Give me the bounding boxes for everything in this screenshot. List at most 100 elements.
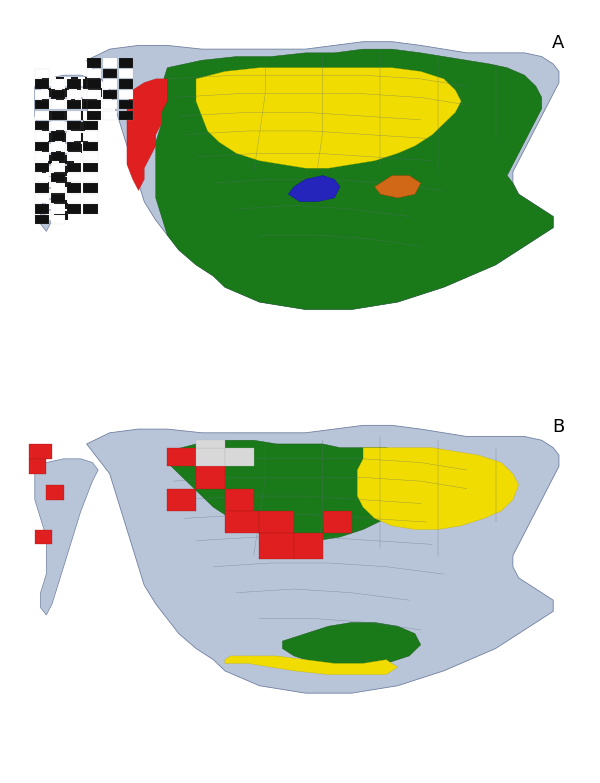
Bar bbox=[51, 163, 65, 172]
Text: A: A bbox=[553, 34, 565, 52]
Bar bbox=[64, 121, 78, 131]
Bar bbox=[71, 77, 85, 86]
Bar bbox=[103, 79, 117, 88]
Bar bbox=[83, 132, 98, 141]
Bar bbox=[51, 100, 65, 110]
Polygon shape bbox=[86, 41, 559, 309]
Bar bbox=[49, 121, 64, 131]
Bar bbox=[35, 163, 49, 172]
Bar bbox=[119, 100, 133, 110]
Polygon shape bbox=[259, 511, 294, 533]
Bar bbox=[56, 178, 71, 186]
Bar bbox=[51, 173, 65, 182]
Polygon shape bbox=[225, 511, 259, 533]
Bar bbox=[42, 144, 56, 153]
Bar bbox=[51, 90, 65, 99]
Bar bbox=[103, 100, 117, 110]
Bar bbox=[49, 144, 64, 153]
Bar bbox=[67, 163, 82, 172]
Bar bbox=[67, 79, 82, 88]
Bar bbox=[35, 79, 49, 88]
Bar bbox=[62, 133, 77, 142]
Bar bbox=[83, 173, 98, 182]
Bar bbox=[41, 88, 55, 98]
Polygon shape bbox=[29, 444, 52, 459]
Polygon shape bbox=[167, 489, 196, 511]
Bar bbox=[48, 88, 62, 98]
Bar bbox=[52, 155, 67, 164]
Bar bbox=[48, 178, 62, 186]
Bar bbox=[67, 142, 82, 151]
Bar bbox=[56, 144, 71, 153]
Bar bbox=[62, 110, 77, 120]
Bar bbox=[35, 144, 49, 153]
Bar bbox=[35, 166, 49, 175]
Polygon shape bbox=[323, 511, 352, 533]
Bar bbox=[67, 90, 82, 99]
Polygon shape bbox=[156, 49, 553, 309]
Text: B: B bbox=[553, 418, 565, 436]
Bar bbox=[67, 100, 82, 110]
Bar bbox=[53, 211, 68, 220]
Bar bbox=[119, 90, 133, 99]
Bar bbox=[83, 110, 98, 120]
Bar bbox=[77, 88, 91, 98]
Polygon shape bbox=[29, 459, 46, 474]
Bar bbox=[42, 166, 56, 175]
Bar bbox=[67, 173, 82, 182]
Bar bbox=[53, 200, 68, 209]
Bar bbox=[35, 204, 49, 214]
Polygon shape bbox=[196, 67, 461, 168]
Bar bbox=[70, 88, 84, 98]
Bar bbox=[41, 178, 55, 186]
Bar bbox=[83, 100, 98, 110]
Bar bbox=[55, 133, 70, 142]
Bar bbox=[51, 121, 65, 130]
Bar bbox=[61, 144, 75, 153]
Polygon shape bbox=[196, 440, 225, 448]
Bar bbox=[67, 204, 82, 214]
Bar bbox=[35, 132, 49, 141]
Bar bbox=[35, 183, 49, 193]
Bar bbox=[75, 99, 89, 109]
Bar bbox=[83, 204, 98, 214]
Bar bbox=[77, 110, 91, 120]
Bar bbox=[49, 77, 64, 86]
Bar bbox=[51, 152, 65, 161]
Bar bbox=[35, 90, 49, 99]
Bar bbox=[42, 99, 56, 109]
Bar bbox=[74, 133, 88, 142]
Bar bbox=[86, 59, 101, 68]
Bar bbox=[103, 69, 117, 78]
Bar bbox=[83, 142, 98, 151]
Bar bbox=[82, 99, 97, 109]
Bar bbox=[51, 204, 65, 214]
Bar bbox=[50, 189, 65, 198]
Polygon shape bbox=[127, 79, 167, 190]
Bar bbox=[67, 194, 82, 203]
Bar bbox=[78, 77, 92, 86]
Bar bbox=[119, 59, 133, 68]
Bar bbox=[35, 173, 49, 182]
Polygon shape bbox=[374, 175, 421, 198]
Bar bbox=[35, 142, 49, 151]
Bar bbox=[86, 69, 101, 78]
Bar bbox=[119, 79, 133, 88]
Bar bbox=[68, 144, 82, 153]
Bar bbox=[70, 110, 84, 120]
Polygon shape bbox=[35, 75, 98, 231]
Bar bbox=[56, 99, 71, 109]
Bar bbox=[103, 90, 117, 99]
Polygon shape bbox=[196, 448, 225, 466]
Bar bbox=[86, 100, 101, 110]
Bar bbox=[51, 110, 65, 120]
Polygon shape bbox=[167, 440, 438, 540]
Bar bbox=[41, 155, 55, 164]
Bar bbox=[35, 121, 49, 131]
Bar bbox=[35, 152, 49, 161]
Bar bbox=[119, 110, 133, 120]
Bar bbox=[42, 121, 56, 131]
Bar bbox=[83, 121, 98, 130]
Bar bbox=[64, 77, 78, 86]
Bar bbox=[41, 133, 55, 142]
